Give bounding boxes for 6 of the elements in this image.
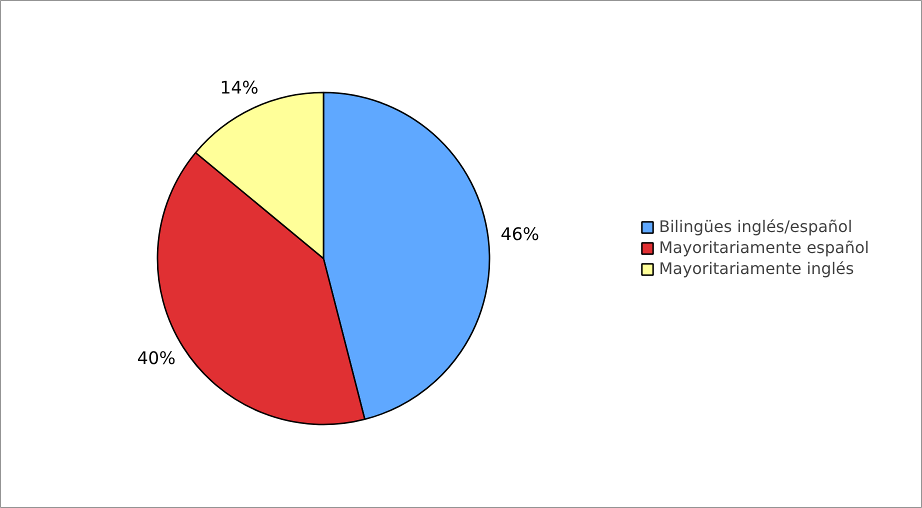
data-label: 14%	[220, 78, 258, 98]
data-label: 40%	[137, 349, 176, 370]
legend-label: Bilingües inglés/español	[659, 217, 852, 236]
data-label: 46%	[500, 224, 540, 245]
legend-label: Mayoritariamente inglés	[659, 259, 854, 278]
legend-label: Mayoritariamente español	[659, 238, 870, 257]
